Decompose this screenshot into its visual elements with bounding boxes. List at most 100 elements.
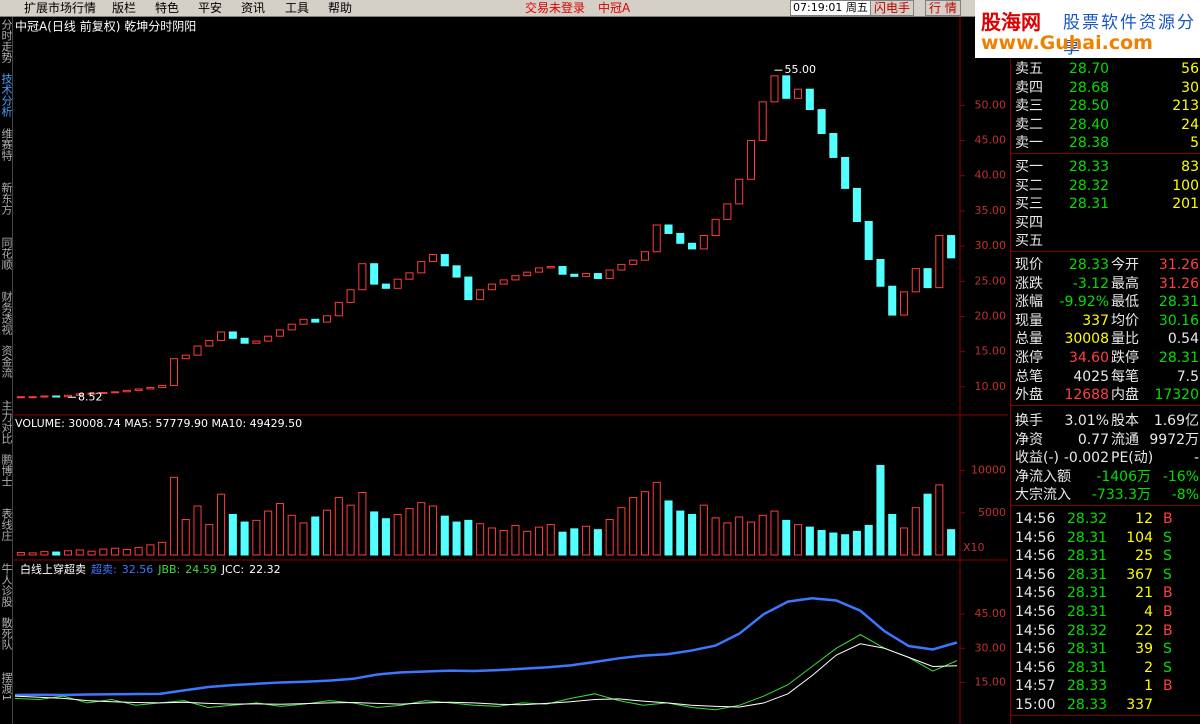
candle — [428, 254, 438, 263]
side-tab[interactable]: 分时走势 — [0, 19, 12, 63]
candle — [841, 156, 850, 189]
candle — [169, 358, 178, 386]
candle — [935, 235, 944, 289]
stats-cell: 跌停 — [1111, 349, 1139, 366]
ticks-row: 14:56 28.31 104 S — [1011, 529, 1200, 548]
toolbar-button[interactable]: 行 情 — [925, 0, 961, 16]
menu-item[interactable]: 帮助 — [328, 1, 353, 15]
ticks-cell: 28.32 — [1067, 622, 1108, 639]
volume-bar — [334, 497, 343, 556]
volume-bar — [947, 529, 956, 556]
candle — [676, 232, 685, 244]
side-tab[interactable]: 新东方 — [0, 182, 12, 216]
bids-cell: 83 — [1181, 159, 1199, 175]
side-tab[interactable]: 摆渡1 — [0, 671, 12, 701]
toolbar-button[interactable]: 闪电手 — [870, 0, 915, 16]
ticks-cell: B — [1163, 585, 1173, 602]
side-tab[interactable]: 牛人诊股 — [0, 562, 12, 607]
candle — [735, 178, 744, 205]
candle — [193, 345, 202, 356]
stats-cell: 30.16 — [1158, 312, 1199, 329]
quotes-cell: 5 — [1190, 135, 1199, 152]
candle — [464, 276, 473, 301]
quotes-cell: 213 — [1172, 98, 1199, 115]
ticks-row: 14:56 28.31 39 S — [1011, 640, 1200, 659]
side-tab[interactable]: 资金流 — [0, 345, 12, 379]
stats-cell: 28.33 — [1068, 257, 1109, 273]
volume-bar — [87, 550, 96, 556]
menu-item[interactable]: 扩展市场行情 — [24, 1, 97, 15]
ticks-cell: S — [1163, 566, 1172, 583]
ticks-row: 14:56 28.32 12 B — [1011, 510, 1200, 529]
finance-cell: -8% — [1171, 487, 1199, 504]
finance-cell: 3.01% — [1064, 413, 1109, 429]
side-tab[interactable]: 同花顺 — [0, 236, 12, 270]
status-text: 中冠A — [598, 1, 631, 15]
finance-cell: PE(动) — [1111, 450, 1154, 467]
ticks-cell: 28.33 — [1067, 696, 1108, 713]
volume-bar — [829, 532, 838, 556]
volume-bar — [688, 513, 697, 556]
menu-item[interactable]: 资讯 — [241, 1, 266, 15]
stats-cell: 最低 — [1111, 294, 1139, 311]
candle — [63, 394, 73, 398]
ticks-cell: B — [1163, 622, 1173, 639]
candle — [323, 315, 332, 323]
ticks-cell: 14:56 — [1015, 511, 1056, 527]
menu-item[interactable]: 工具 — [285, 1, 310, 15]
side-tab[interactable]: 散死队 — [0, 617, 12, 651]
bids-cell: 28.31 — [1069, 196, 1110, 213]
bids-cell: 买四 — [1015, 214, 1043, 231]
candle — [122, 389, 131, 393]
candle — [852, 187, 861, 222]
ticks-cell: 28.31 — [1067, 659, 1108, 676]
volume-bar — [63, 550, 73, 556]
candle — [99, 391, 108, 394]
volume-bar — [217, 493, 226, 556]
candle — [487, 283, 496, 291]
volume-bar — [146, 544, 155, 556]
side-tab[interactable]: 主力对比 — [0, 399, 12, 444]
indicator-line — [14, 634, 958, 711]
volume-bar — [923, 493, 932, 556]
ticks-row: 14:56 28.32 22 B — [1011, 622, 1200, 641]
volume-bar — [899, 527, 909, 556]
finance-row: 收益(-) -0.002 PE(动) - — [1011, 449, 1200, 468]
finance-cell: 收益(-) — [1015, 450, 1059, 467]
volume-bar — [864, 524, 873, 556]
stats-row: 总笔 4025 每笔 7.5 — [1011, 368, 1200, 387]
volume-bar — [311, 516, 320, 556]
legend-value: 24.59 — [185, 563, 217, 576]
side-tab[interactable]: 表线庄 — [0, 508, 12, 542]
chart-title: 中冠A(日线 前复权) 乾坤分时阴阳 — [15, 19, 196, 34]
candle — [699, 235, 708, 250]
stats-cell: 量比 — [1111, 331, 1139, 348]
volume-bar — [629, 497, 638, 556]
candle — [205, 339, 214, 347]
quotes-cell: 28.68 — [1069, 79, 1110, 96]
bids-cell: 买三 — [1015, 196, 1043, 213]
menu-item[interactable]: 平安 — [198, 1, 223, 15]
side-tab[interactable]: 技术分析 — [0, 73, 12, 118]
volume-bar — [452, 521, 461, 556]
ticks-cell: 28.31 — [1067, 641, 1108, 658]
candle — [240, 337, 249, 344]
y-tick-label: 45.00 — [975, 134, 1007, 147]
side-tab[interactable]: 财务透视 — [0, 290, 12, 335]
side-tab[interactable]: 鹏博士 — [0, 454, 12, 488]
volume-bar — [570, 528, 579, 556]
stats-cell: 涨停 — [1015, 349, 1043, 366]
candle — [28, 396, 37, 399]
menu-item[interactable]: 特色 — [155, 1, 180, 15]
finance-row: 净资 0.77 流通 9972万 — [1011, 431, 1200, 450]
menu-item[interactable]: 版栏 — [112, 1, 137, 15]
quotes-cell: 24 — [1181, 116, 1199, 133]
chart-title: VOLUME: 30008.74 MA5: 57779.90 MA10: 494… — [15, 417, 302, 430]
ticks-cell: 337 — [1126, 696, 1153, 713]
candle — [311, 318, 320, 323]
finance-cell: -1406万 — [1096, 468, 1151, 485]
candle — [452, 265, 461, 278]
side-tab[interactable]: 维赛特 — [0, 127, 12, 161]
stats-cell: 现量 — [1015, 312, 1043, 329]
quotes-cell: 28.70 — [1069, 61, 1110, 77]
